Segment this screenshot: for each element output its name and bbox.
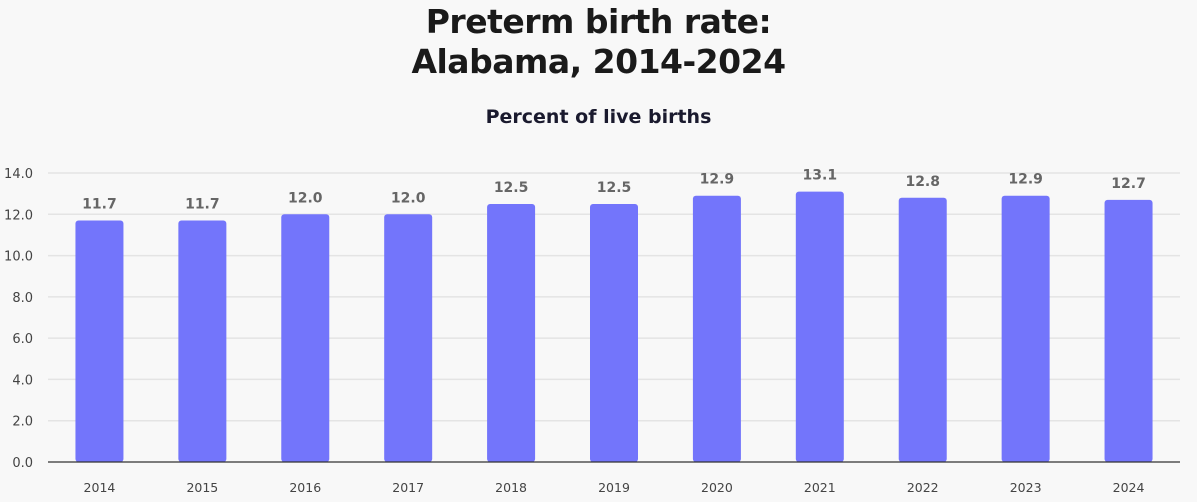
x-tick-label: 2017 — [392, 480, 424, 495]
data-label: 12.9 — [1008, 172, 1043, 188]
chart-subtitle: Percent of live births — [485, 106, 712, 128]
data-label: 12.7 — [1111, 176, 1146, 192]
data-label: 11.7 — [185, 196, 220, 212]
chart-title-line-1: Preterm birth rate: — [425, 2, 772, 41]
bar — [795, 191, 844, 463]
x-tick-label: 2019 — [598, 480, 630, 495]
x-tick-label: 2016 — [289, 480, 321, 495]
bar — [281, 214, 330, 462]
y-tick-label: 14.0 — [4, 167, 33, 182]
data-label: 12.5 — [494, 180, 529, 196]
y-tick-label: 10.0 — [4, 250, 33, 265]
data-label: 12.9 — [700, 172, 735, 188]
bar — [1104, 199, 1153, 463]
bar — [487, 203, 536, 462]
x-tick-label: 2015 — [186, 480, 218, 495]
data-label: 13.1 — [803, 168, 838, 184]
y-tick-label: 12.0 — [4, 208, 33, 223]
data-label: 12.5 — [597, 180, 632, 196]
y-tick-label: 8.0 — [12, 291, 33, 306]
x-tick-label: 2018 — [495, 480, 527, 495]
data-label: 12.0 — [288, 190, 323, 206]
bar — [692, 195, 741, 462]
bar — [898, 197, 947, 462]
x-tick-label: 2023 — [1010, 480, 1042, 495]
bar — [590, 203, 638, 462]
chart-title-line-2: Alabama, 2014-2024 — [411, 42, 786, 81]
y-tick-label: 0.0 — [12, 456, 33, 471]
x-tick-label: 2020 — [701, 480, 733, 495]
y-tick-label: 4.0 — [12, 373, 33, 388]
x-tick-label: 2021 — [804, 480, 836, 495]
bar — [1001, 195, 1050, 462]
x-tick-label: 2024 — [1113, 480, 1145, 495]
x-tick-label: 2014 — [84, 480, 116, 495]
y-tick-label: 6.0 — [12, 332, 33, 347]
x-tick-label: 2022 — [907, 480, 939, 495]
data-label: 11.7 — [82, 196, 117, 212]
y-tick-label: 2.0 — [12, 415, 33, 430]
bar — [178, 220, 227, 462]
bar — [75, 220, 124, 462]
chart-title: Preterm birth rate: Alabama, 2014-2024 — [0, 2, 1197, 82]
data-label: 12.8 — [905, 174, 940, 190]
data-label: 12.0 — [391, 190, 426, 206]
bar — [384, 214, 433, 462]
